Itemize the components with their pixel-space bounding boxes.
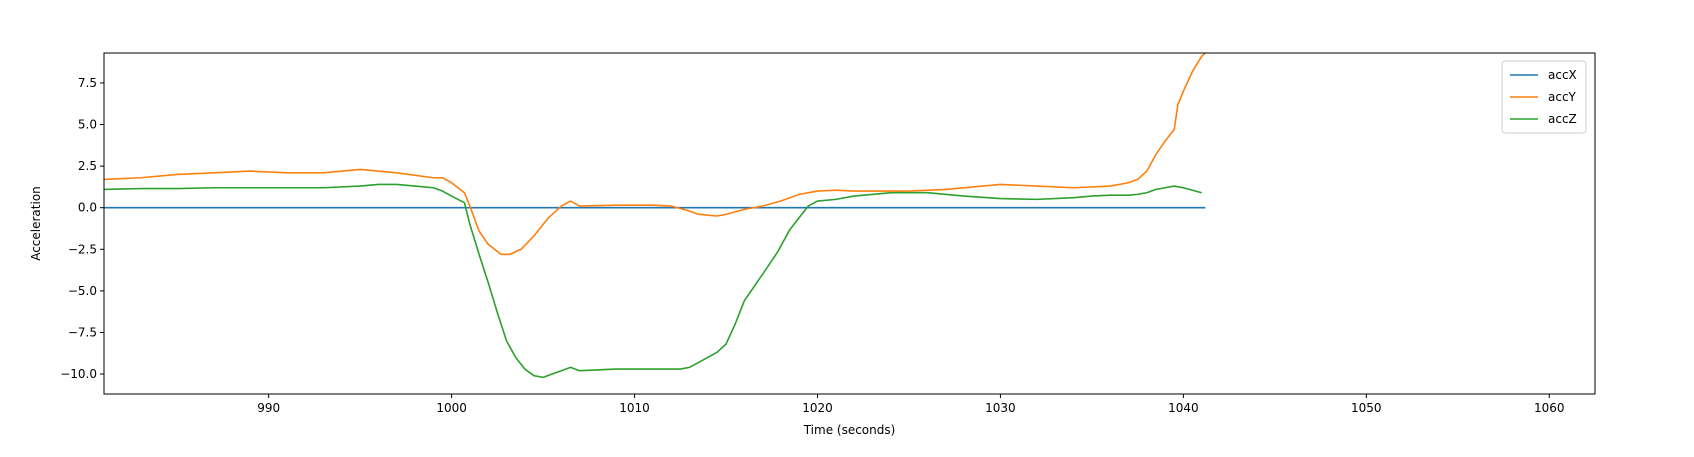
- x-tick-label: 1020: [802, 401, 833, 415]
- legend-label-accZ: accZ: [1548, 112, 1577, 126]
- y-tick-label: −5.0: [68, 284, 97, 298]
- y-tick-label: −10.0: [60, 367, 97, 381]
- x-tick-label: 1050: [1351, 401, 1382, 415]
- x-axis-label: Time (seconds): [803, 423, 896, 437]
- y-tick-label: 0.0: [78, 201, 97, 215]
- x-axis-ticks: 990 1000 1010 1020 1030 1040 1050 1060: [257, 394, 1565, 415]
- plot-frame: [103, 52, 1596, 395]
- y-tick-label: 7.5: [78, 76, 97, 90]
- x-tick-label: 990: [257, 401, 280, 415]
- y-tick-label: 2.5: [78, 159, 97, 173]
- series-line-accZ: [104, 183, 1202, 379]
- legend-label-accX: accX: [1548, 68, 1577, 82]
- legend-label-accY: accY: [1548, 90, 1577, 104]
- y-tick-label: 5.0: [78, 118, 97, 132]
- x-tick-label: 1010: [619, 401, 650, 415]
- y-tick-label: −7.5: [68, 325, 97, 339]
- series-layer: [104, 53, 1206, 379]
- x-tick-label: 1000: [436, 401, 467, 415]
- x-tick-label: 1040: [1168, 401, 1199, 415]
- y-tick-label: −2.5: [68, 242, 97, 256]
- x-tick-label: 1030: [985, 401, 1016, 415]
- y-axis-ticks: −10.0 −7.5 −5.0 −2.5 0.0 2.5 5.0 7.5: [60, 76, 104, 381]
- legend-box: [1501, 60, 1587, 134]
- y-axis-label: Acceleration: [29, 186, 43, 261]
- legend: accX accY accZ: [1501, 60, 1587, 134]
- x-tick-label: 1060: [1534, 401, 1565, 415]
- series-line-accY: [104, 53, 1206, 256]
